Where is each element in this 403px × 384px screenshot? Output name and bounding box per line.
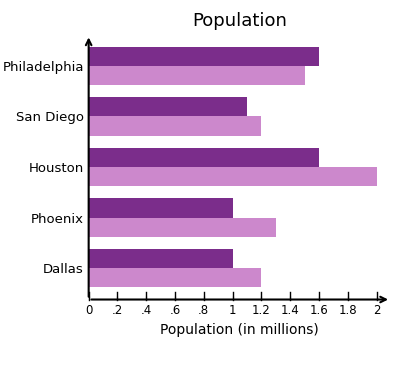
Bar — [89, 116, 262, 136]
Bar — [89, 268, 262, 288]
Bar — [89, 46, 319, 66]
Bar — [89, 218, 276, 237]
Bar — [89, 97, 247, 116]
Bar — [89, 249, 233, 268]
Bar — [89, 148, 319, 167]
X-axis label: Population (in millions): Population (in millions) — [160, 323, 319, 337]
Bar — [89, 167, 376, 186]
Bar — [89, 66, 305, 85]
Title: Population: Population — [192, 12, 287, 30]
Bar — [89, 199, 233, 218]
